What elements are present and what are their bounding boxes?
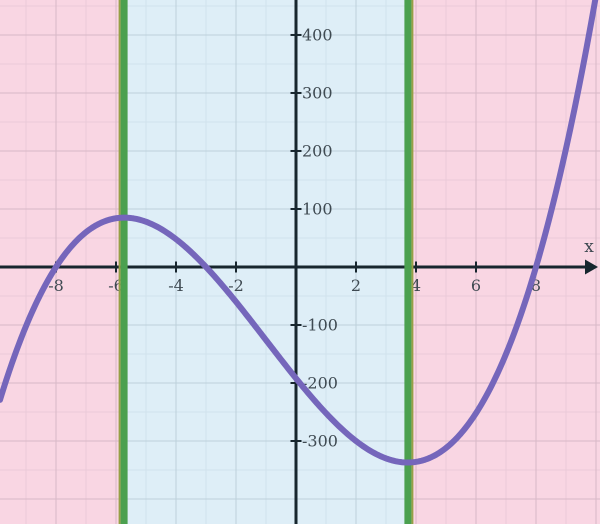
x-tick-label: 4 [411, 276, 421, 295]
interval-shading-region [124, 0, 408, 524]
x-axis-title: x [584, 237, 594, 257]
x-tick-label: -8 [48, 276, 64, 295]
y-tick-label: -100 [302, 315, 338, 334]
cubic-function-curve [0, 0, 599, 466]
y-tick-label: 300 [302, 83, 333, 102]
y-tick-label: -200 [302, 373, 338, 392]
y-tick-label: 400 [302, 25, 333, 44]
x-tick-label: 8 [531, 276, 541, 295]
x-tick-label: -2 [228, 276, 244, 295]
y-tick-label: -300 [302, 431, 338, 450]
x-tick-label: 2 [351, 276, 361, 295]
x-tick-label: -4 [168, 276, 184, 295]
critical-point-vertical-lines [118, 0, 414, 524]
x-axis-arrowhead [585, 259, 598, 275]
interval-shading-region [407, 0, 600, 524]
y-tick-label: 100 [302, 199, 333, 218]
x-tick-label: 6 [471, 276, 481, 295]
y-tick-label: 200 [302, 141, 333, 160]
